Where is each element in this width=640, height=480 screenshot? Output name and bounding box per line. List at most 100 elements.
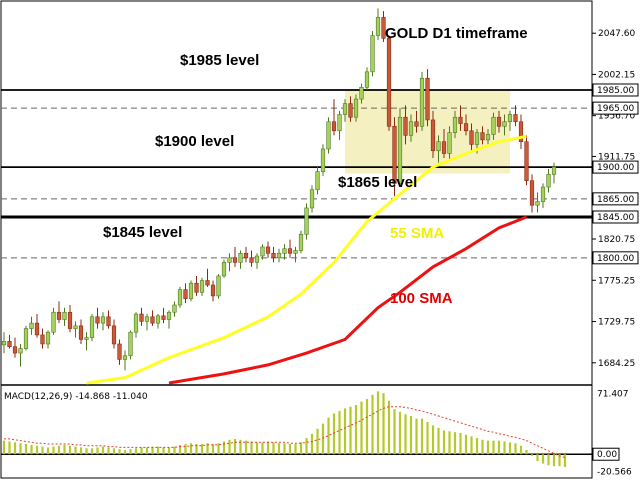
macd-bar	[244, 440, 248, 455]
macd-bar	[294, 444, 297, 455]
candle-bear	[480, 132, 485, 141]
candle-bull	[304, 207, 309, 235]
macd-bar	[519, 445, 523, 455]
candle-bear	[425, 77, 430, 121]
candle-bear	[403, 116, 408, 136]
macd-bar	[321, 423, 325, 455]
macd-bar	[85, 448, 88, 455]
candle-bull	[100, 316, 106, 324]
candle-bear	[67, 311, 73, 329]
macd-bar	[206, 443, 209, 455]
macd-bar	[19, 443, 22, 455]
candle-bull	[227, 257, 232, 263]
macd-bar	[420, 418, 424, 455]
candle-bull	[89, 316, 95, 338]
candle-bear	[111, 325, 117, 345]
level-label-box	[592, 83, 639, 97]
candle-bull	[188, 282, 194, 299]
macd-bar	[332, 413, 336, 455]
candle-bull	[485, 134, 491, 141]
macd-bar	[35, 445, 39, 455]
macd-bar	[536, 454, 539, 462]
candle-bear	[271, 252, 276, 259]
macd-bar	[459, 433, 462, 455]
candle-bear	[386, 37, 392, 127]
macd-bar	[277, 443, 281, 455]
candle-bear	[139, 313, 144, 322]
candle-bear	[117, 343, 122, 360]
macd-bar	[525, 449, 528, 455]
candle-bear	[469, 130, 474, 145]
candle-bear	[7, 340, 12, 348]
candle-bull	[375, 17, 381, 36]
macd-bar	[497, 440, 501, 455]
price-tick-label: 1911.75	[598, 152, 635, 162]
macd-bar	[338, 410, 341, 455]
chart-title: GOLD D1 timeframe	[385, 25, 528, 42]
candle-bull	[1, 340, 7, 346]
macd-bar	[118, 449, 121, 455]
candle-bull	[216, 275, 221, 297]
candle-bull	[177, 289, 183, 306]
candle-bear	[34, 322, 40, 336]
candle-bull	[342, 103, 348, 115]
macd-bar	[442, 430, 446, 455]
macd-bar	[239, 439, 242, 455]
candle-bull	[419, 77, 425, 127]
candle-bull	[364, 71, 370, 88]
macd-bar	[57, 445, 61, 455]
macd-bar	[305, 438, 308, 455]
macd-bar	[189, 443, 193, 455]
macd-bar	[415, 418, 418, 455]
macd-bar	[211, 444, 215, 455]
macd-bar	[68, 445, 72, 455]
macd-bar	[52, 446, 55, 455]
macd-bar	[101, 446, 105, 455]
candle-bull	[62, 311, 67, 320]
macd-bar	[530, 454, 534, 456]
macd-zero-label-box	[592, 447, 620, 461]
level-label: 1900.00	[597, 163, 634, 173]
macd-bar	[200, 444, 204, 455]
macd-bar	[134, 448, 138, 455]
candle-bull	[309, 189, 315, 209]
candle-bull	[254, 255, 260, 263]
macd-bar	[217, 443, 220, 455]
price-tick-label: 1684.25	[598, 359, 635, 369]
candle-bull	[128, 331, 133, 357]
candle-bear	[205, 280, 210, 286]
macd-bar	[349, 406, 352, 455]
candle-bear	[529, 180, 535, 206]
macd-bar	[167, 447, 171, 455]
candle-bull	[199, 280, 205, 293]
candle-bull	[84, 337, 89, 340]
candle-bull	[73, 325, 78, 329]
macd-signal-line	[4, 406, 566, 459]
candle-bull	[166, 311, 172, 320]
macd-bar	[409, 416, 413, 455]
candle-bear	[183, 289, 188, 299]
candle-bull	[408, 121, 414, 136]
macd-bar	[24, 444, 28, 455]
candle-bear	[348, 103, 353, 118]
level-label: 1800.00	[597, 254, 634, 264]
candle-bear	[232, 257, 238, 263]
macd-tick-label: -20.566	[597, 468, 632, 478]
macd-bar	[398, 411, 402, 455]
macd-bar	[492, 440, 495, 455]
candle-bull	[447, 132, 452, 154]
candle-bear	[12, 346, 18, 354]
candle-bull	[238, 252, 243, 263]
macd-bar	[46, 447, 50, 455]
candle-bear	[441, 141, 447, 154]
macd-bar	[96, 447, 99, 455]
candle-bull	[23, 328, 29, 349]
annotation-label: $1845 level	[103, 224, 182, 241]
candle-bear	[496, 116, 502, 127]
candle-bear	[381, 17, 386, 39]
level-label-box	[592, 160, 639, 174]
candle-bull	[474, 132, 480, 145]
price-tick-label: 2002.15	[598, 70, 635, 80]
candle-bull	[507, 114, 513, 123]
